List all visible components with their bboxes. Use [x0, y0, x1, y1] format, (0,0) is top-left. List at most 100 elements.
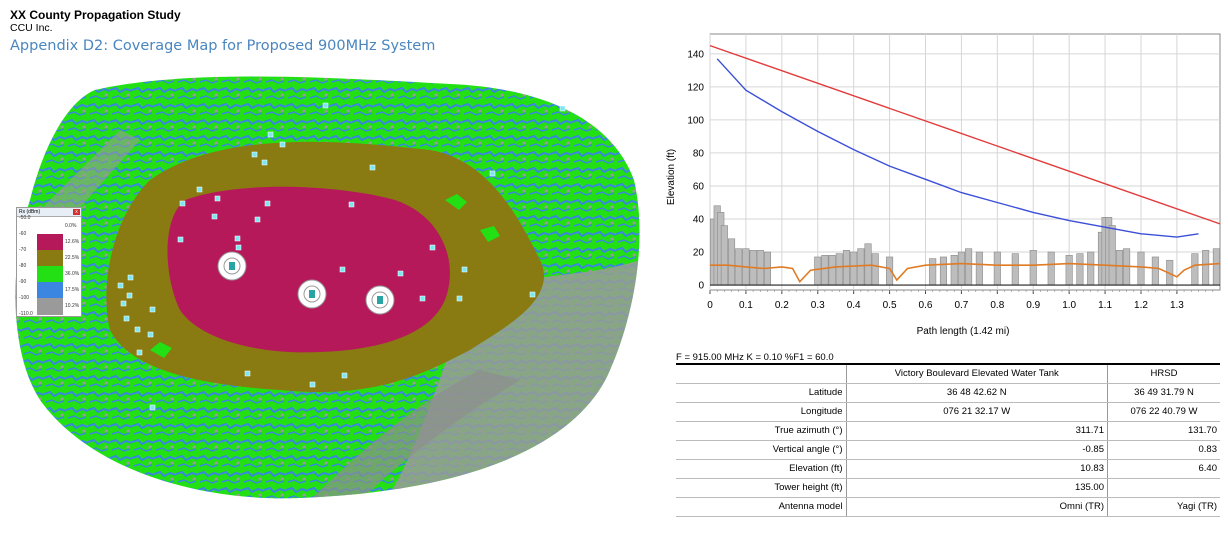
- obstruction-bar: [850, 251, 858, 286]
- x-tick-label: 0.5: [883, 300, 897, 311]
- gray-ridge-northwest: [40, 130, 140, 230]
- obstruction-bar: [993, 251, 1001, 286]
- site-markers: [117, 102, 566, 411]
- x-tick-label: 0.2: [775, 300, 789, 311]
- magenta-coverage-zone: [167, 186, 450, 353]
- obstruction-bar: [1115, 250, 1123, 286]
- obstruction-bar: [1191, 253, 1199, 286]
- x-tick-label: 0.6: [919, 300, 933, 311]
- legend-swatch: [37, 218, 63, 235]
- x-tick-label: 0.1: [739, 300, 753, 311]
- site-marker: [214, 195, 221, 202]
- legend-row: -70 22.5%: [17, 247, 81, 267]
- y-tick-label: 0: [698, 281, 704, 292]
- terrain-line: [710, 262, 1221, 284]
- legend-percent: 22.5%: [65, 255, 80, 261]
- legend-swatch: [37, 250, 63, 267]
- obstruction-bar: [1212, 248, 1220, 286]
- profile-lines: [709, 44, 1221, 284]
- legend-percent: 17.5%: [65, 287, 80, 293]
- site-marker: [234, 235, 241, 242]
- x-tick-label: 0.8: [990, 300, 1004, 311]
- legend-swatch: [37, 298, 63, 315]
- y-tick-label: 60: [693, 181, 705, 192]
- x-tick-label: 0.4: [847, 300, 861, 311]
- legend-row: -110.0: [17, 311, 81, 331]
- radio-parameters: F = 915.00 MHz K = 0.10 %F1 = 60.0: [676, 352, 834, 363]
- obstruction-bar: [1065, 255, 1073, 286]
- tower-icons: [229, 262, 383, 304]
- y-tick-label: 20: [693, 248, 705, 259]
- site-marker: [461, 266, 468, 273]
- site-a-value: 076 21 32.17 W: [845, 402, 1108, 422]
- gray-ridge-streak: [300, 370, 520, 499]
- site-b-value: 131.70: [1107, 421, 1220, 441]
- legend-row: -60 12.6%: [17, 231, 81, 251]
- legend-title-bar[interactable]: Rx (dBm) x: [17, 208, 81, 217]
- legend-percent: 36.0%: [65, 271, 80, 277]
- site-b-value: 0.83: [1107, 440, 1220, 460]
- company-name: CCU Inc.: [10, 22, 53, 34]
- obstruction-bar: [1047, 251, 1055, 286]
- site-marker: [134, 326, 141, 333]
- obstruction-bar: [929, 258, 937, 286]
- site-b-header: HRSD: [1107, 363, 1220, 384]
- path-profile-chart: 0 20 40 60 80 100 120 140 0 0.1 0.2 0.3 0.4 0.5 0.6 0.7…: [666, 33, 1221, 337]
- site-marker: [529, 291, 536, 298]
- appendix-title: Appendix D2: Coverage Map for Proposed 9…: [10, 38, 436, 54]
- row-label: Vertical angle (°): [676, 440, 846, 460]
- x-axis-label: Path length (1.42 mi): [917, 326, 1010, 337]
- table-row: Tower height (ft) 135.00: [676, 478, 1220, 498]
- site-marker: [244, 370, 251, 377]
- plot-area: [709, 33, 1221, 291]
- obstruction-bar: [857, 248, 865, 286]
- y-tick-label: 40: [693, 214, 705, 225]
- coverage-map[interactable]: [0, 70, 640, 510]
- x-tick-label: 1.1: [1098, 300, 1112, 311]
- obstruction-bar: [1108, 225, 1116, 286]
- site-marker: [264, 200, 271, 207]
- obstruction-bar: [1151, 256, 1159, 286]
- site-b-value: 36 49 31.79 N: [1107, 383, 1220, 403]
- fresnel-line: [709, 44, 1221, 225]
- site-marker: [251, 151, 258, 158]
- site-marker: [179, 200, 186, 207]
- obstruction-bar: [957, 251, 965, 286]
- y-tick-label: 100: [687, 115, 704, 126]
- y-axis-label: Elevation (ft): [666, 149, 677, 205]
- study-title: XX County Propagation Study: [10, 8, 181, 22]
- site-marker: [267, 131, 274, 138]
- obstruction-bar: [842, 250, 851, 286]
- row-label: Elevation (ft): [676, 459, 846, 479]
- legend-swatch: [37, 282, 63, 299]
- legend-swatch: [37, 234, 63, 251]
- close-icon[interactable]: x: [73, 209, 80, 215]
- site-a-value: 135.00: [845, 478, 1108, 498]
- site-marker: [126, 292, 133, 299]
- obstruction-bar: [1137, 251, 1145, 286]
- obstruction-bar: [835, 253, 843, 286]
- table-row: True azimuth (°) 311.71 131.70: [676, 421, 1220, 441]
- site-a-value: Omni (TR): [845, 497, 1108, 517]
- obstruction-bar: [950, 255, 958, 286]
- obstruction-bar: [864, 243, 872, 286]
- x-tick-label: 0.9: [1026, 300, 1040, 311]
- los-curve: [716, 58, 1199, 238]
- site-marker: [196, 186, 203, 193]
- x-tick-label: 0: [707, 300, 713, 311]
- obstruction-bar: [728, 238, 736, 286]
- site-marker: [123, 315, 130, 322]
- chart-grid: [709, 33, 1221, 291]
- rx-legend[interactable]: Rx (dBm) x -50.0 0.0% -60 12.6% -70 22.5% -80 3…: [16, 207, 82, 317]
- site-a-value: 36 48 42.62 N: [845, 383, 1108, 403]
- legend-row: -90 17.5%: [17, 279, 81, 299]
- site-marker: [177, 236, 184, 243]
- obstruction-bar: [1076, 253, 1084, 286]
- site-a-value: -0.85: [845, 440, 1108, 460]
- row-label: Latitude: [676, 383, 846, 403]
- obstruction-bar: [828, 255, 836, 286]
- site-marker: [559, 105, 566, 112]
- site-marker: [254, 216, 261, 223]
- legend-title: Rx (dBm): [19, 209, 41, 215]
- y-tick-label: 80: [693, 148, 705, 159]
